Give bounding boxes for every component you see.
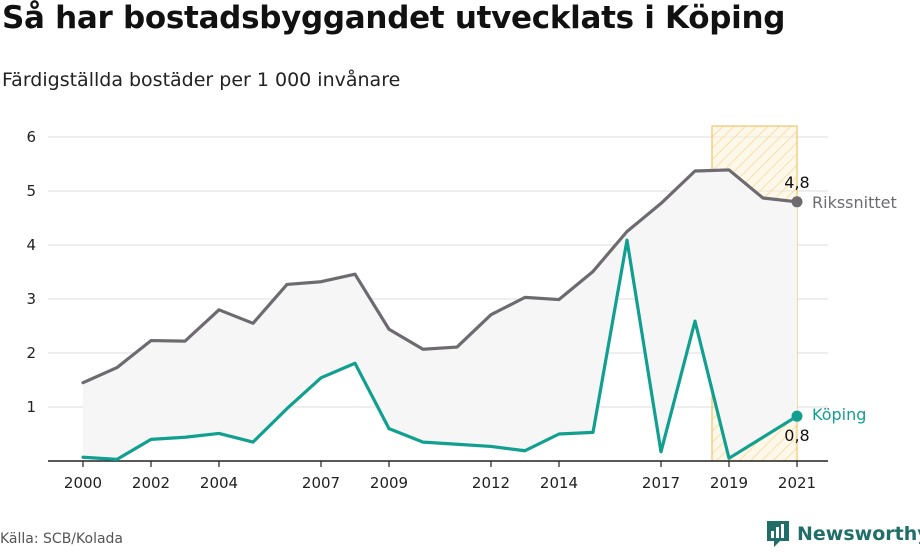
- end-value-rikssnittet: 4,8: [784, 173, 809, 192]
- source-note: Källa: SCB/Kolada: [0, 531, 124, 547]
- series-endpoint-1: [791, 410, 803, 422]
- band-area: [83, 169, 797, 460]
- y-tick-label: 1: [26, 398, 36, 416]
- newsworthy-logo-icon: [767, 521, 789, 547]
- x-tick-label: 2009: [370, 474, 408, 492]
- series-line-1: [81, 238, 799, 461]
- y-tick-label: 3: [26, 290, 36, 308]
- x-tick-label: 2007: [302, 474, 340, 492]
- x-tick-label: 2017: [642, 474, 680, 492]
- series-line-0: [81, 168, 799, 385]
- x-tick-label: 2019: [710, 474, 748, 492]
- series-lines: [81, 168, 803, 461]
- end-value-koping: 0,8: [784, 426, 809, 445]
- page-title: Så har bostadsbyggandet utvecklats i Köp…: [2, 0, 786, 36]
- y-tick-label: 6: [26, 128, 36, 146]
- x-tick-label: 2000: [64, 474, 102, 492]
- series-name-koping: Köping: [812, 405, 866, 424]
- chart-subtitle: Färdigställda bostäder per 1 000 invånar…: [2, 69, 401, 91]
- brand-logo: Newsworthy: [765, 519, 920, 549]
- x-tick-label: 2002: [132, 474, 170, 492]
- series-endpoint-0: [791, 196, 803, 208]
- series-name-rikssnittet: Rikssnittet: [812, 193, 897, 212]
- brand-name: Newsworthy: [797, 523, 920, 545]
- difference-band: [83, 169, 797, 460]
- y-tick-label: 4: [26, 236, 36, 254]
- x-tick-label: 2021: [778, 474, 816, 492]
- x-axis: 2000 2002 2004 2007 2009 2012 2014 2017 2019 2021: [48, 460, 828, 492]
- x-tick-label: 2004: [200, 474, 238, 492]
- x-tick-label: 2014: [540, 474, 578, 492]
- x-tick-label: 2012: [472, 474, 510, 492]
- y-tick-label: 5: [26, 182, 36, 200]
- y-tick-label: 2: [26, 344, 36, 362]
